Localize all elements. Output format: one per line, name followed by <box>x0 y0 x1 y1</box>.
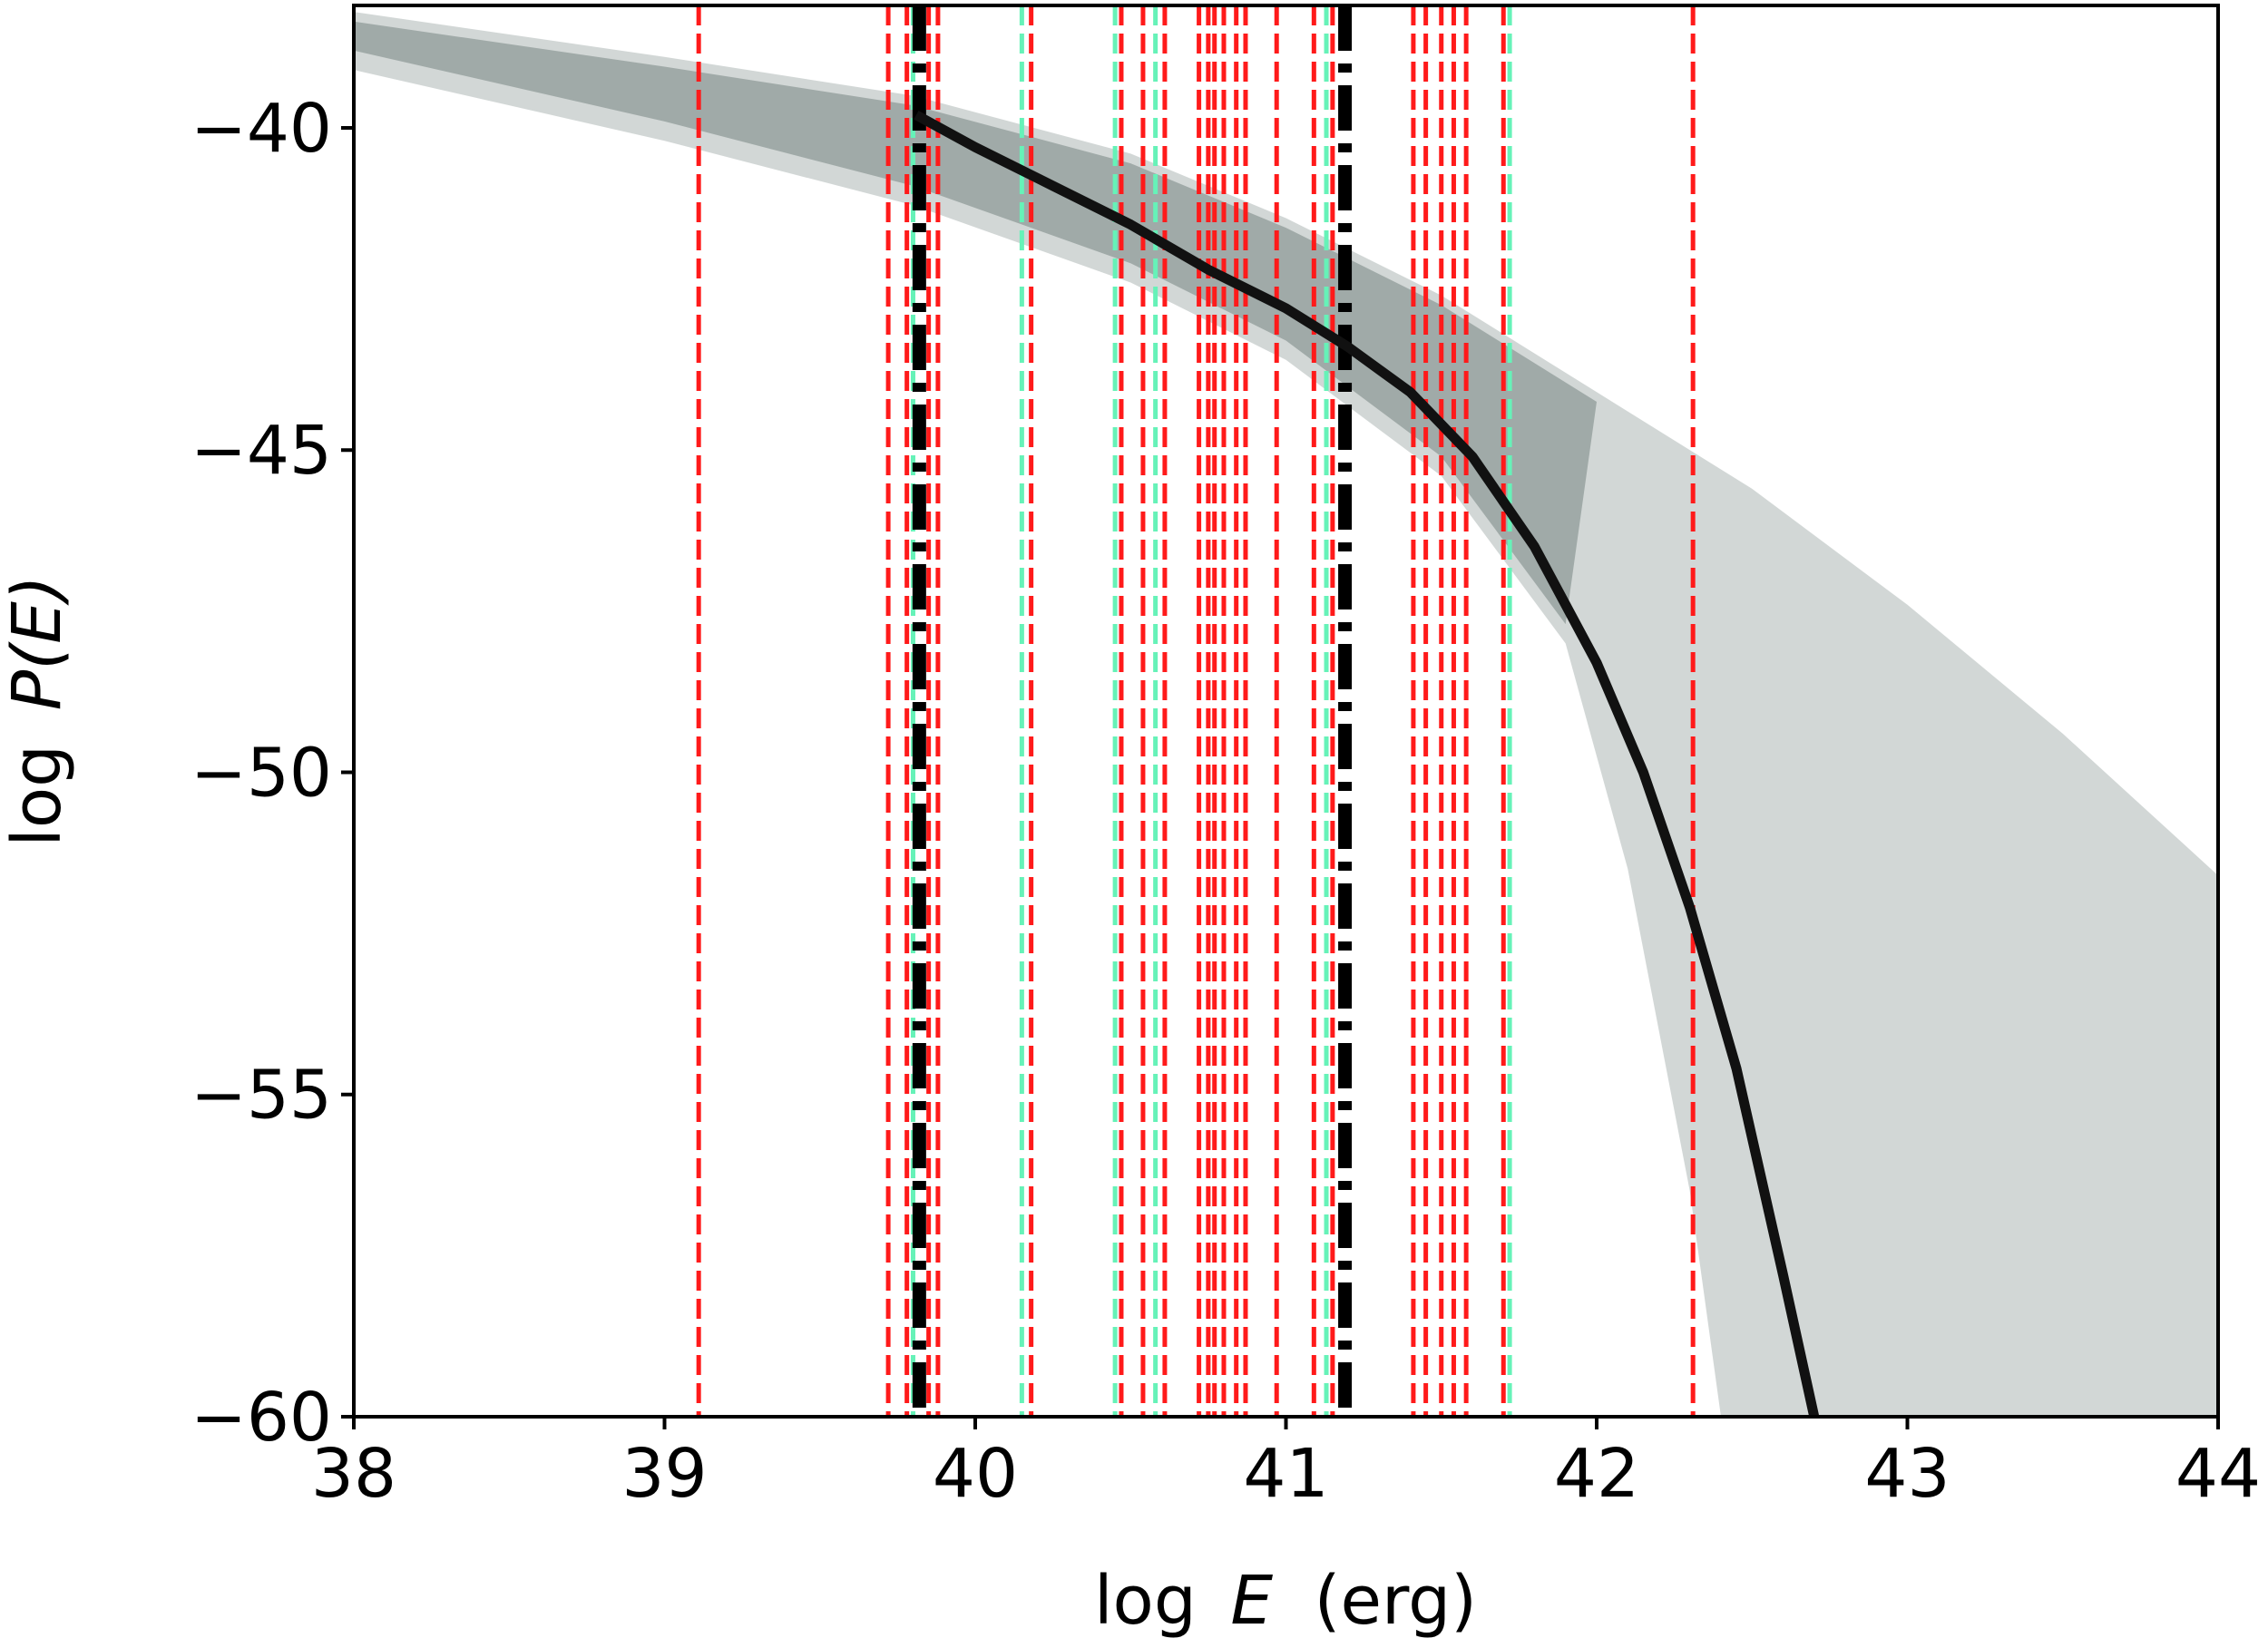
x-tick-label: 42 <box>1554 1435 1639 1513</box>
plot-area <box>354 5 2218 1417</box>
x-axis-label-prefix: log <box>1094 1562 1197 1640</box>
x-axis-ticks: 38 39 40 41 42 43 44 <box>311 1417 2261 1513</box>
x-axis-label: log E (erg) <box>1094 1562 1477 1640</box>
x-tick-label: 39 <box>621 1435 707 1513</box>
event-lines <box>696 5 1696 1417</box>
y-tick-label: −60 <box>191 1379 332 1457</box>
y-tick-label: −55 <box>191 1057 332 1135</box>
best-fit-curve <box>914 110 1820 1417</box>
posterior-band <box>354 12 2218 1417</box>
y-tick-label: −50 <box>191 734 332 812</box>
y-axis-label-variable: P(E) <box>0 575 76 710</box>
posterior-band-outer <box>354 12 2218 1417</box>
x-tick-label: 41 <box>1243 1435 1328 1513</box>
x-axis-label-variable: E <box>1230 1562 1273 1640</box>
x-tick-label: 38 <box>311 1435 396 1513</box>
y-axis-ticks: −60 −55 −50 −45 −40 <box>191 90 354 1457</box>
y-tick-label: −45 <box>191 412 332 490</box>
x-tick-label: 44 <box>2175 1435 2261 1513</box>
x-axis-label-unit: (erg) <box>1315 1562 1477 1640</box>
y-tick-label: −40 <box>191 90 332 168</box>
best-fit-layer <box>914 110 1820 1417</box>
y-axis-label-prefix: log <box>0 745 76 847</box>
y-axis-label: log P(E) <box>0 575 76 846</box>
x-tick-label: 43 <box>1864 1435 1950 1513</box>
x-tick-label: 40 <box>933 1435 1018 1513</box>
